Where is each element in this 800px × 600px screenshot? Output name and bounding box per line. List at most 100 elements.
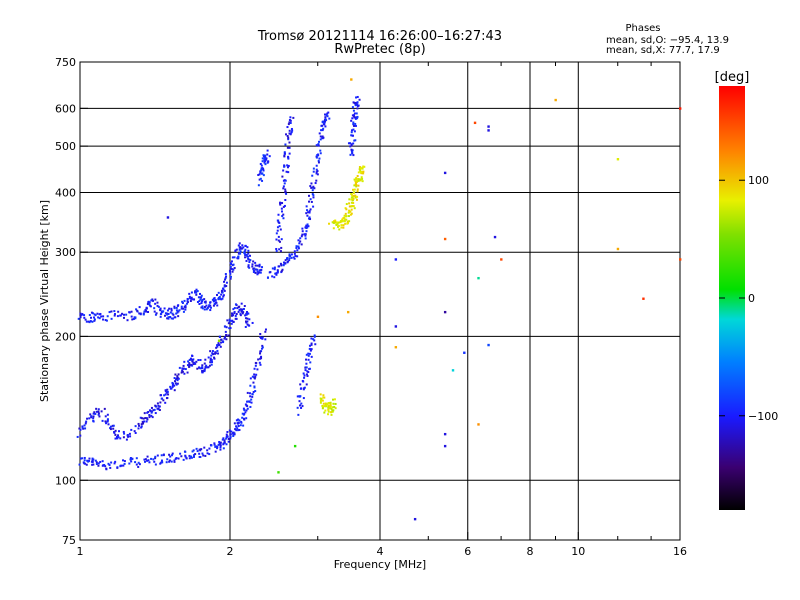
trace-point xyxy=(277,221,280,224)
trace-point xyxy=(203,305,206,308)
trace-point xyxy=(110,461,113,464)
trace-point xyxy=(229,327,232,330)
trace-point xyxy=(105,467,108,470)
trace-point xyxy=(188,358,191,361)
trace-point xyxy=(261,346,264,349)
trace-point xyxy=(134,461,137,464)
trace-point xyxy=(185,457,188,460)
trace-point xyxy=(137,427,140,430)
trace-point xyxy=(308,200,311,203)
trace-point xyxy=(130,310,133,313)
trace-point xyxy=(162,310,165,313)
x-tick-label: 4 xyxy=(377,545,384,558)
trace-point xyxy=(108,311,111,314)
trace-point xyxy=(160,459,163,462)
trace-point xyxy=(305,353,308,356)
trace-point xyxy=(333,405,336,408)
trace-point xyxy=(312,167,315,170)
trace-point xyxy=(324,405,327,408)
trace-point xyxy=(253,373,256,376)
trace-point xyxy=(231,314,234,317)
trace-point xyxy=(283,204,286,207)
trace-point xyxy=(276,229,279,232)
trace-point xyxy=(170,460,173,463)
trace-point xyxy=(258,271,261,274)
trace-point xyxy=(183,372,186,375)
trace-point xyxy=(309,208,312,211)
trace-point xyxy=(317,143,320,146)
trace-point xyxy=(199,298,202,301)
trace-point xyxy=(119,314,122,317)
trace-point xyxy=(305,358,308,361)
trace-point xyxy=(195,293,198,296)
isolated-point xyxy=(616,247,620,251)
trace-point xyxy=(195,360,198,363)
trace-point xyxy=(205,304,208,307)
trace-point xyxy=(203,298,206,301)
trace-point xyxy=(199,359,202,362)
trace-point xyxy=(164,389,167,392)
trace-point xyxy=(297,239,300,242)
trace-point xyxy=(226,319,229,322)
trace-point xyxy=(237,255,240,258)
trace-point xyxy=(169,315,172,318)
trace-point xyxy=(247,265,250,268)
trace-point xyxy=(123,432,126,435)
trace-point xyxy=(137,465,140,468)
trace-point xyxy=(144,460,147,463)
trace-point xyxy=(225,285,228,288)
trace-point xyxy=(327,408,330,411)
trace-point xyxy=(350,192,353,195)
trace-point xyxy=(240,420,243,423)
trace-point xyxy=(183,360,186,363)
trace-point xyxy=(302,380,305,383)
trace-point xyxy=(309,185,312,188)
phases-label: Phases xyxy=(625,23,660,34)
trace-point xyxy=(305,362,308,365)
trace-point xyxy=(151,298,154,301)
trace-point xyxy=(273,266,276,269)
trace-point xyxy=(227,437,230,440)
trace-point xyxy=(256,264,259,267)
trace-point xyxy=(330,410,333,413)
trace-point xyxy=(230,260,233,263)
trace-point xyxy=(91,463,94,466)
trace-point xyxy=(256,273,259,276)
trace-point xyxy=(83,316,86,319)
isolated-point xyxy=(316,315,320,319)
trace-point xyxy=(312,338,315,341)
trace-point xyxy=(191,354,194,357)
trace-point xyxy=(353,188,356,191)
trace-point xyxy=(95,410,98,413)
trace-point xyxy=(260,347,263,350)
trace-point xyxy=(254,375,257,378)
trace-point xyxy=(281,201,284,204)
trace-point xyxy=(181,367,184,370)
trace-point xyxy=(116,466,119,469)
trace-point xyxy=(353,112,356,115)
trace-point xyxy=(188,292,191,295)
trace-point xyxy=(350,212,353,215)
trace-point xyxy=(153,460,156,463)
trace-point xyxy=(202,454,205,457)
trace-point xyxy=(93,319,96,322)
trace-point xyxy=(144,458,147,461)
y-tick-label: 75 xyxy=(62,534,76,547)
trace-point xyxy=(150,457,153,460)
trace-point xyxy=(260,169,263,172)
trace-point xyxy=(210,354,213,357)
trace-point xyxy=(352,205,355,208)
trace-point xyxy=(178,309,181,312)
trace-point xyxy=(319,149,322,152)
trace-point xyxy=(252,270,255,273)
trace-point xyxy=(208,364,211,367)
trace-point xyxy=(175,457,178,460)
trace-point xyxy=(319,393,322,396)
trace-point xyxy=(298,242,301,245)
x-tick-label: 2 xyxy=(227,545,234,558)
trace-point xyxy=(226,430,229,433)
trace-point xyxy=(327,402,330,405)
trace-point xyxy=(249,259,252,262)
trace-point xyxy=(228,327,231,330)
trace-point xyxy=(188,363,191,366)
